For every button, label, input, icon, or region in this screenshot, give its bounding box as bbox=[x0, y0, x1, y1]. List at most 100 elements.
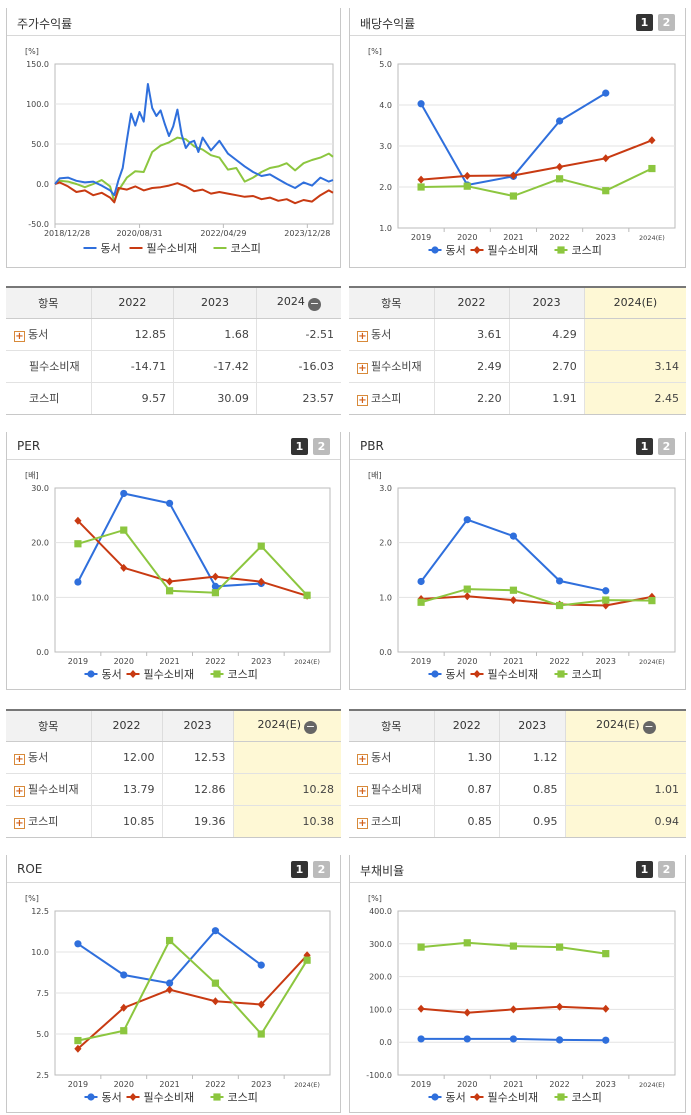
data-point bbox=[602, 950, 610, 958]
expand-icon[interactable]: + bbox=[357, 395, 368, 407]
cell: -17.42 bbox=[173, 350, 257, 383]
data-point bbox=[74, 1036, 82, 1045]
col-header: 2022 bbox=[91, 288, 175, 319]
data-point bbox=[602, 89, 610, 97]
y-tick-label: 20.0 bbox=[31, 539, 49, 548]
data-point bbox=[257, 542, 265, 550]
y-tick-label: -50.0 bbox=[28, 220, 49, 229]
data-point bbox=[602, 187, 610, 195]
col-header-label: 2024 bbox=[276, 294, 305, 308]
page-2-button[interactable]: 2 bbox=[313, 861, 330, 878]
expand-icon[interactable]: + bbox=[14, 754, 25, 765]
collapse-icon[interactable]: − bbox=[307, 296, 321, 311]
x-tick-label: 2022 bbox=[549, 657, 569, 666]
roe-title: ROE bbox=[17, 862, 43, 876]
debt-ratio-title: 부채비율 bbox=[360, 864, 405, 878]
col-header: 2024(E) bbox=[584, 288, 686, 319]
page-2-button[interactable]: 2 bbox=[658, 861, 675, 878]
page-2-button[interactable]: 2 bbox=[658, 438, 675, 455]
row-label: 코스피 bbox=[29, 392, 60, 406]
y-tick-label: 400.0 bbox=[369, 907, 392, 916]
data-point bbox=[555, 943, 564, 951]
y-tick-label: 5.0 bbox=[379, 60, 392, 69]
expand-icon[interactable]: + bbox=[14, 786, 25, 797]
data-point bbox=[165, 499, 174, 507]
page-1-button[interactable]: 1 bbox=[636, 438, 653, 455]
x-tick-label: 2023 bbox=[251, 1080, 271, 1089]
data-point bbox=[165, 979, 174, 987]
y-tick-label: 0.0 bbox=[36, 180, 49, 189]
per-table: 항목 2022 2023 2024(E) − + 동서 12.00 12.53 + 필수… bbox=[6, 709, 341, 838]
expand-icon[interactable]: + bbox=[357, 754, 368, 765]
x-tick-label: 2021 bbox=[503, 233, 523, 242]
data-point bbox=[555, 577, 564, 585]
data-point bbox=[463, 592, 471, 601]
data-point bbox=[463, 585, 471, 593]
cell: 2.20 bbox=[434, 382, 510, 414]
page-2-button[interactable]: 2 bbox=[313, 438, 330, 455]
data-point bbox=[555, 175, 564, 183]
data-point bbox=[211, 979, 220, 987]
cell: 2.49 bbox=[434, 350, 510, 383]
series-line-2 bbox=[77, 520, 308, 597]
data-point bbox=[648, 597, 656, 605]
per-title: PER bbox=[17, 439, 41, 453]
page-1-button[interactable]: 1 bbox=[636, 861, 653, 878]
expand-icon[interactable]: + bbox=[14, 331, 25, 342]
data-point bbox=[165, 577, 174, 586]
cell: 10.38 bbox=[233, 805, 341, 837]
y-tick-label: 100.0 bbox=[26, 100, 49, 109]
expand-icon[interactable]: + bbox=[357, 331, 368, 342]
expand-icon[interactable]: + bbox=[357, 363, 368, 374]
cell: -16.03 bbox=[256, 350, 341, 383]
y-tick-label: -100.0 bbox=[366, 1071, 392, 1080]
series-line-1 bbox=[54, 83, 334, 197]
data-point bbox=[555, 601, 564, 610]
legend-label: 동서 bbox=[446, 1091, 466, 1104]
series-line-3 bbox=[77, 938, 308, 1042]
x-tick-label: 2023/12/28 bbox=[284, 229, 330, 238]
col-header: 2024− bbox=[256, 288, 341, 319]
cell: 1.91 bbox=[509, 382, 585, 414]
data-point bbox=[417, 100, 425, 108]
x-tick-label: 2024(E) bbox=[294, 658, 320, 666]
data-point bbox=[509, 596, 518, 605]
collapse-icon[interactable]: − bbox=[642, 719, 656, 734]
data-point bbox=[211, 997, 220, 1006]
data-point bbox=[120, 1027, 128, 1035]
col-header: 2022 bbox=[434, 711, 500, 742]
y-unit-label: [%] bbox=[25, 894, 39, 903]
page-1-button[interactable]: 1 bbox=[291, 438, 308, 455]
y-tick-label: 50.0 bbox=[31, 140, 49, 149]
stock-return-chart: 150.0 100.0 50.0 0.0 -50.0 [%] 2018/12/28 2020/… bbox=[25, 47, 334, 255]
page-1-button[interactable]: 1 bbox=[291, 861, 308, 878]
legend-label: 필수소비재 bbox=[144, 1091, 195, 1104]
expand-icon[interactable]: + bbox=[357, 818, 368, 830]
page-1-button[interactable]: 1 bbox=[636, 14, 653, 31]
series-line-3 bbox=[421, 167, 653, 198]
legend-label: 필수소비재 bbox=[488, 244, 539, 257]
data-point bbox=[417, 943, 425, 951]
expand-icon[interactable]: + bbox=[357, 786, 368, 797]
cell: 0.85 bbox=[499, 773, 566, 806]
x-tick-label: 2022/04/29 bbox=[200, 229, 246, 238]
collapse-icon[interactable]: − bbox=[304, 719, 318, 734]
cell: 0.85 bbox=[434, 805, 500, 837]
data-point bbox=[602, 596, 610, 604]
page-2-button[interactable]: 2 bbox=[658, 14, 675, 31]
expand-icon[interactable]: + bbox=[14, 818, 25, 830]
cell: -2.51 bbox=[256, 318, 341, 351]
row-label: 동서 bbox=[371, 751, 392, 764]
y-unit-label: [배] bbox=[368, 471, 382, 480]
table-row: + 동서 1.30 1.12 bbox=[349, 741, 686, 774]
data-point bbox=[417, 1035, 425, 1043]
cell bbox=[233, 741, 341, 774]
x-tick-label: 2019 bbox=[68, 1080, 88, 1089]
row-label: 코스피 bbox=[371, 392, 402, 406]
cell: 0.87 bbox=[434, 773, 500, 806]
row-label: 코스피 bbox=[28, 815, 59, 829]
data-point bbox=[557, 670, 565, 678]
